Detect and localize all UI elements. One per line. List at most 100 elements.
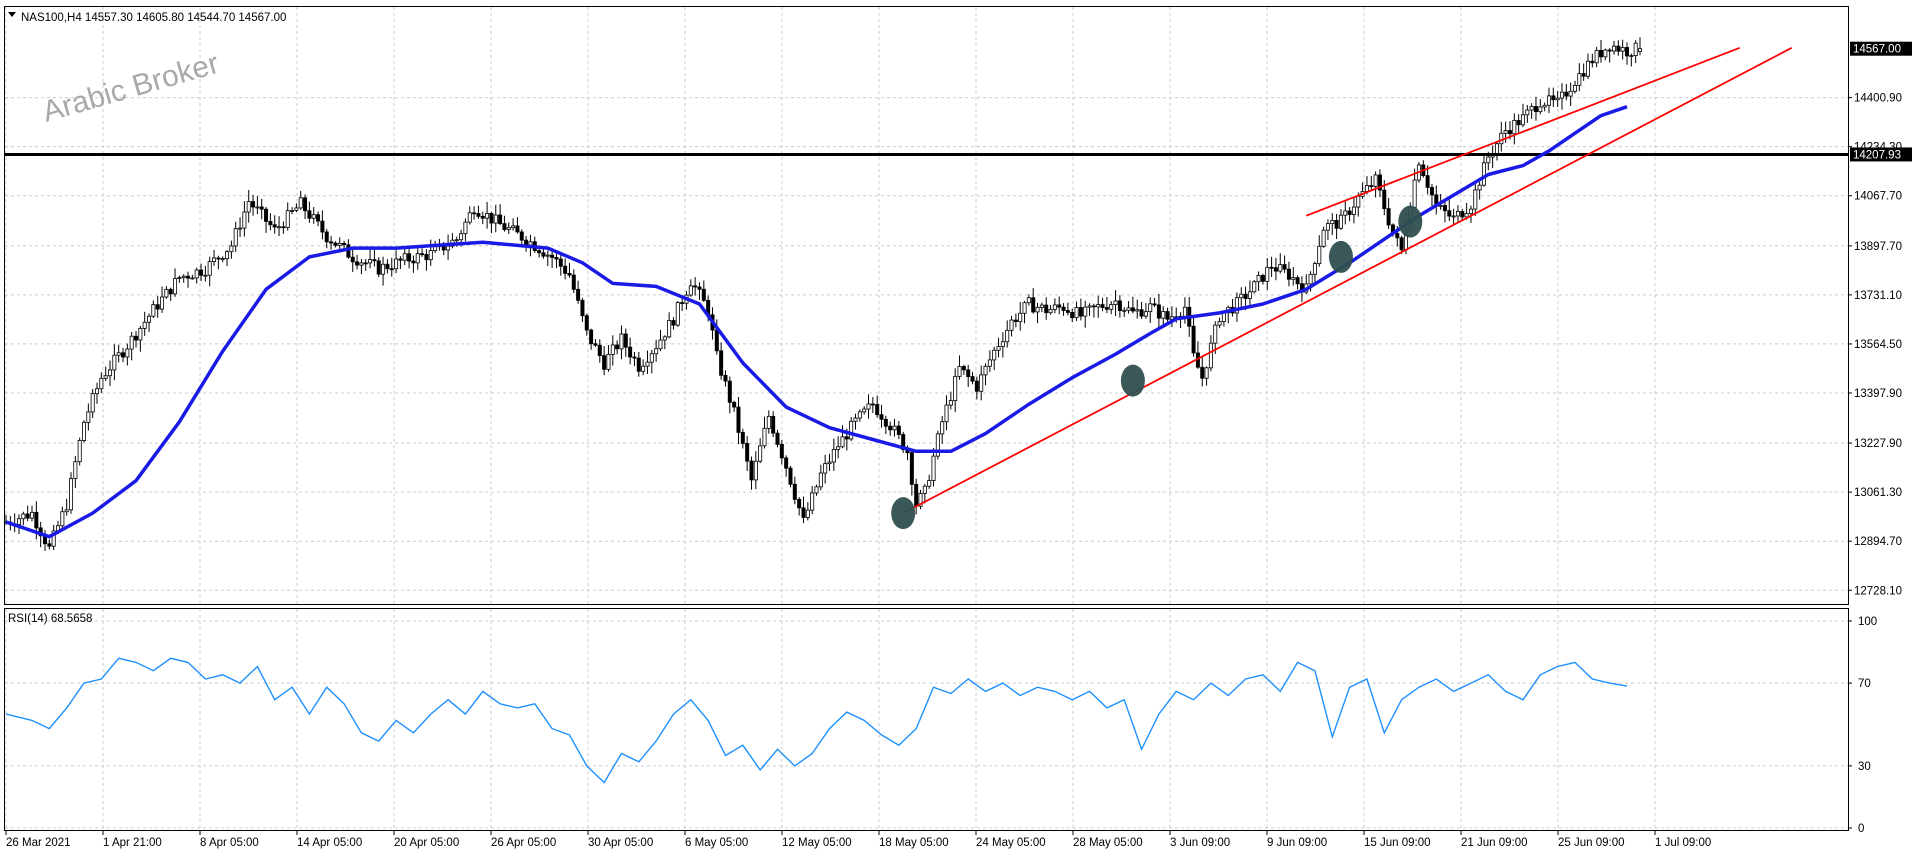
candle-body xyxy=(1577,73,1582,86)
symbol-header[interactable]: NAS100,H4 14557.30 14605.80 14544.70 145… xyxy=(8,12,286,24)
candle-body xyxy=(762,427,767,447)
overlays xyxy=(5,46,1848,539)
candle-body xyxy=(1468,208,1473,214)
candle-body xyxy=(1317,245,1322,265)
candle-body xyxy=(1221,312,1226,322)
candle-body xyxy=(329,241,334,244)
price-axis-label: 13061.30 xyxy=(1854,487,1902,499)
candle-body xyxy=(147,315,152,323)
candle-body xyxy=(610,344,615,355)
candle-body xyxy=(701,288,706,301)
touch-point-marker xyxy=(1120,364,1145,397)
candle-body xyxy=(454,239,459,242)
candle-body xyxy=(1520,114,1525,126)
candle-body xyxy=(90,393,95,413)
candle-body xyxy=(948,400,953,406)
candle-body xyxy=(233,228,238,247)
candle-body xyxy=(628,346,633,358)
candle-body xyxy=(1412,179,1417,208)
candle-body xyxy=(1312,263,1317,275)
candle-body xyxy=(1455,211,1460,217)
candle-body xyxy=(927,480,932,487)
candle-body xyxy=(1629,55,1634,57)
candle-body xyxy=(164,288,169,298)
candle-body xyxy=(1165,311,1170,320)
candle-body xyxy=(723,374,728,382)
time-axis-label: 9 Jun 09:00 xyxy=(1267,837,1327,849)
collapse-triangle-icon[interactable] xyxy=(8,12,16,17)
candle-body xyxy=(1611,45,1616,52)
candle-body xyxy=(1594,50,1599,64)
candle-body xyxy=(987,359,992,367)
candle-body xyxy=(82,422,87,441)
candle-body xyxy=(316,214,321,222)
candle-body xyxy=(515,225,520,233)
candle-body xyxy=(34,511,39,529)
candle-body xyxy=(1191,325,1196,354)
candle-body xyxy=(60,511,65,527)
candle-body xyxy=(1499,132,1504,145)
time-axis-label: 26 Mar 2021 xyxy=(6,837,71,849)
candle-body xyxy=(1512,120,1517,135)
candle-body xyxy=(1039,304,1044,308)
candle-body xyxy=(333,242,338,246)
candle-body xyxy=(277,226,282,229)
candle-body xyxy=(1334,220,1339,229)
candle-body xyxy=(662,336,667,341)
candle-body xyxy=(1091,305,1096,308)
candle-body xyxy=(1395,233,1400,239)
candle-body xyxy=(1052,304,1057,310)
candle-body xyxy=(1083,306,1088,317)
candle-body xyxy=(411,260,416,264)
candle-body xyxy=(870,403,875,406)
time-axis-label: 25 Jun 09:00 xyxy=(1558,837,1625,849)
candle-body xyxy=(732,401,737,408)
candle-body xyxy=(1598,50,1603,58)
candle-body xyxy=(818,472,823,488)
time-axis-label: 21 Jun 09:00 xyxy=(1461,837,1528,849)
candle-body xyxy=(17,518,22,526)
candle-body xyxy=(372,259,377,262)
time-axis-label: 15 Jun 09:00 xyxy=(1364,837,1431,849)
candle-body xyxy=(1581,73,1586,77)
candle-body xyxy=(1078,307,1083,317)
candle-body xyxy=(472,212,477,215)
candle-body xyxy=(957,366,962,377)
candle-body xyxy=(814,486,819,494)
main-pane-frame xyxy=(4,6,1849,605)
candle-body xyxy=(355,261,360,266)
candle-body xyxy=(909,452,914,485)
candle-body xyxy=(303,197,308,212)
candle-body xyxy=(589,329,594,345)
candle-body xyxy=(1464,213,1469,218)
candle-body xyxy=(307,210,312,219)
candle-body xyxy=(623,333,628,348)
candle-body xyxy=(931,455,936,481)
candle-body xyxy=(1486,156,1491,164)
candle-body xyxy=(758,445,763,462)
rsi-pane-frame xyxy=(4,608,1849,831)
candle-body xyxy=(493,214,498,224)
candle-body xyxy=(597,344,602,357)
candle-body xyxy=(1481,162,1486,186)
axes: 14400.9014234.3014067.7013897.7013731.10… xyxy=(5,41,1912,849)
candle-body xyxy=(766,415,771,429)
candle-body xyxy=(324,231,329,243)
candle-body xyxy=(1386,208,1391,226)
candle-body xyxy=(879,414,884,420)
candle-body xyxy=(1447,210,1452,217)
candle-body xyxy=(420,253,425,256)
candle-body xyxy=(810,492,815,511)
candle-body xyxy=(1585,60,1590,77)
candle-body xyxy=(641,365,646,372)
candle-body xyxy=(337,243,342,246)
candle-body xyxy=(645,361,650,367)
candle-body xyxy=(992,349,997,361)
candle-body xyxy=(502,223,507,230)
candle-body xyxy=(1529,106,1534,111)
candle-body xyxy=(1546,95,1551,106)
candle-body xyxy=(1161,311,1166,319)
candle-body xyxy=(1330,220,1335,225)
candle-body xyxy=(511,225,516,229)
